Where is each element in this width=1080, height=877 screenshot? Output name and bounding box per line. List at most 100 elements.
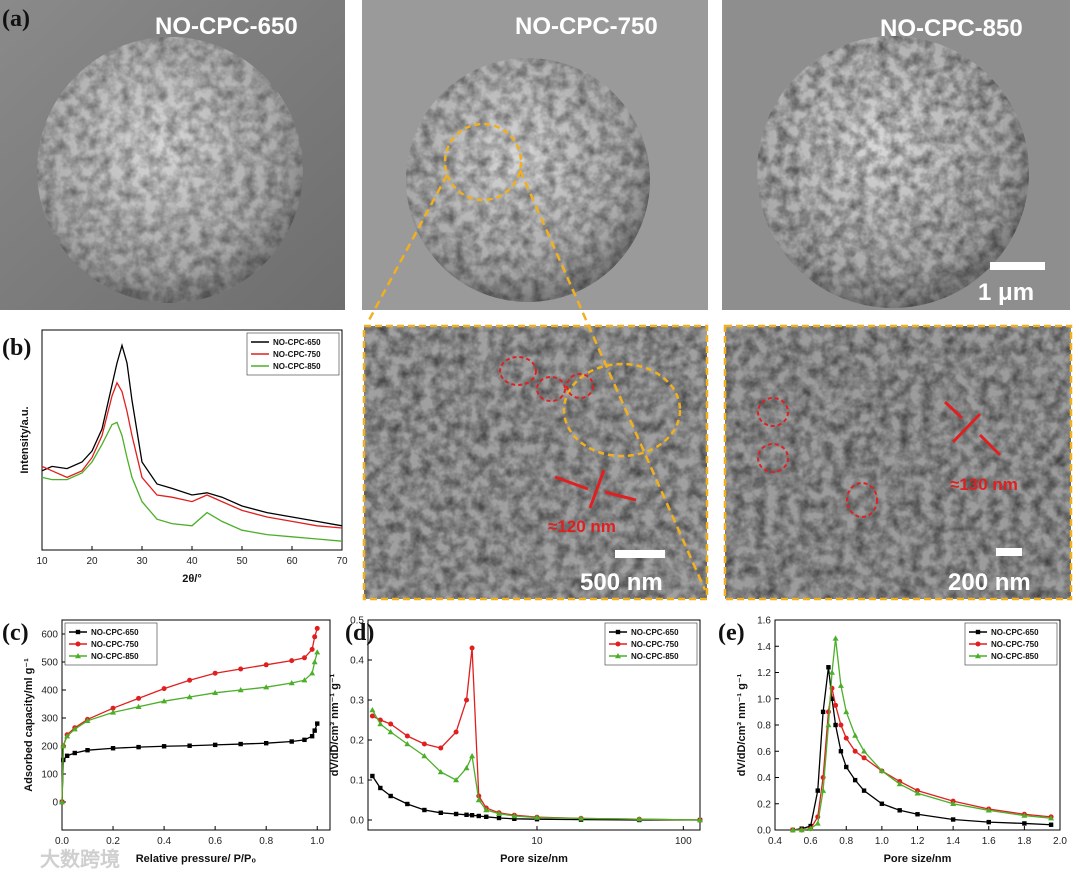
data-point	[833, 702, 839, 708]
data-point	[438, 745, 444, 751]
x-tick-label: 1.4	[946, 836, 960, 847]
series-line	[61, 652, 318, 803]
legend-label: NO-CPC-850	[273, 362, 321, 371]
x-tick-label: 60	[286, 556, 298, 567]
data-point	[1048, 822, 1054, 827]
scale-bar-label: 1 μm	[978, 279, 1034, 306]
data-point	[314, 625, 320, 631]
watermark: 大数跨境	[40, 847, 120, 871]
x-tick-label: 1.2	[911, 836, 925, 847]
data-point	[377, 721, 384, 727]
x-tick-label: 1.8	[1017, 836, 1031, 847]
x-tick-label: 0.4	[768, 836, 782, 847]
x-tick-label: 0.0	[55, 836, 69, 847]
legend-marker	[975, 653, 981, 659]
legend-label: NO-CPC-750	[991, 640, 1039, 649]
legend-marker	[615, 653, 621, 659]
data-point	[263, 662, 269, 668]
data-point	[370, 773, 375, 779]
data-point	[238, 666, 244, 672]
data-point	[483, 807, 490, 813]
data-point	[302, 737, 307, 743]
series-line	[372, 647, 701, 821]
data-point	[388, 721, 394, 727]
legend-marker	[615, 629, 621, 635]
legend-label: NO-CPC-850	[991, 652, 1039, 661]
data-point	[469, 753, 476, 759]
data-point	[825, 722, 832, 728]
x-tick-label: 40	[186, 556, 198, 567]
data-point	[312, 728, 317, 733]
data-point	[136, 695, 142, 701]
data-point	[187, 677, 193, 683]
data-point	[475, 797, 482, 803]
data-point	[829, 669, 835, 675]
scale-bar	[990, 262, 1045, 270]
series-line	[41, 381, 343, 529]
zoom-circle	[443, 122, 523, 202]
data-point	[263, 684, 270, 690]
data-point	[301, 677, 308, 683]
legend-label: NO-CPC-650	[631, 628, 679, 637]
data-point	[72, 750, 77, 756]
data-point	[186, 694, 193, 700]
data-point	[421, 753, 428, 759]
data-point	[496, 810, 503, 816]
data-point	[404, 741, 411, 747]
data-point	[697, 817, 703, 823]
scale-bar	[996, 548, 1022, 556]
data-point	[879, 801, 885, 806]
data-point	[110, 746, 116, 751]
y-tick-label: 1.4	[757, 642, 771, 653]
data-point	[110, 705, 116, 711]
data-point	[820, 787, 827, 793]
panel-label: (d)	[345, 620, 374, 646]
data-point	[825, 709, 831, 715]
data-point	[1048, 815, 1055, 821]
y-tick-label: 0.4	[350, 656, 364, 667]
data-point	[852, 777, 858, 783]
zoom-frame	[723, 324, 1073, 601]
data-point	[421, 741, 427, 747]
zoom-connector	[366, 174, 449, 323]
sphere-texture	[37, 37, 303, 303]
data-point	[914, 790, 921, 796]
y-tick-label: 0.3	[350, 696, 364, 707]
data-point	[464, 697, 470, 703]
legend-label: NO-CPC-650	[91, 628, 139, 637]
data-point	[161, 686, 167, 692]
x-tick-label: 0.2	[106, 836, 120, 847]
x-tick-label: 2.0	[1053, 836, 1067, 847]
data-point	[985, 807, 992, 813]
series-line	[792, 638, 1052, 831]
y-tick-label: 0.5	[350, 616, 364, 627]
data-point	[878, 767, 885, 774]
data-point	[578, 815, 585, 821]
data-point	[950, 800, 957, 806]
data-point	[852, 732, 859, 738]
y-tick-label: 600	[41, 630, 58, 641]
y-axis-label: dV/dD/cm³ nm⁻¹ g⁻¹	[736, 673, 748, 776]
sphere-texture	[757, 36, 1029, 308]
data-point	[314, 649, 321, 655]
y-tick-label: 500	[41, 658, 58, 669]
zoom-texture	[725, 326, 1071, 599]
data-point	[187, 743, 192, 748]
x-tick-label: 50	[236, 556, 248, 567]
data-point	[829, 696, 835, 701]
data-point	[986, 819, 991, 825]
data-point	[838, 722, 844, 728]
y-tick-label: 0	[52, 798, 58, 809]
y-tick-label: 0.2	[757, 799, 771, 810]
data-point	[1021, 812, 1028, 818]
data-point	[84, 717, 91, 723]
x-tick-label: 10	[36, 556, 48, 567]
scale-bar-label: 500 nm	[580, 569, 663, 596]
legend-marker	[975, 641, 981, 647]
data-point	[85, 748, 90, 753]
data-point	[110, 709, 117, 715]
data-point	[512, 816, 517, 821]
data-point	[897, 808, 902, 813]
y-tick-label: 400	[41, 686, 58, 697]
data-point	[64, 753, 70, 758]
